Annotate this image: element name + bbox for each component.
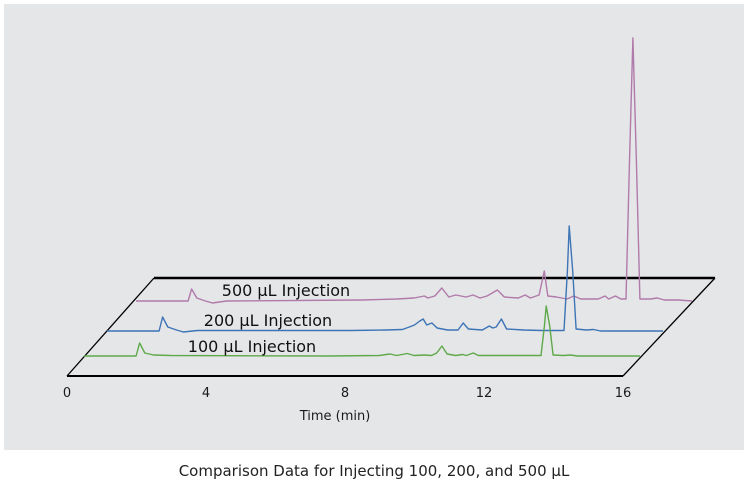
x-tick-label: 16: [615, 386, 632, 401]
trace-100ul: [84, 305, 640, 357]
traces: [84, 37, 693, 357]
series-labels: 500 µL Injection 200 µL Injection 100 µL I…: [188, 281, 350, 356]
chart-frame: [66, 276, 716, 377]
x-tick-label: 8: [341, 386, 349, 401]
series-label: 500 µL Injection: [222, 281, 350, 300]
x-axis-label: Time (min): [299, 409, 371, 424]
trace-500ul: [136, 37, 693, 304]
x-axis-ticks: 0 4 8 12 16: [63, 386, 631, 401]
x-tick-label: 4: [202, 386, 210, 401]
trace-200ul: [107, 225, 663, 333]
series-label: 100 µL Injection: [188, 337, 316, 356]
figure-caption: Comparison Data for Injecting 100, 200, …: [178, 462, 570, 480]
x-tick-label: 0: [63, 386, 71, 401]
left-depth-line: [66, 277, 155, 377]
x-tick-label: 12: [476, 386, 493, 401]
right-depth-line: [622, 277, 716, 377]
series-label: 200 µL Injection: [204, 311, 332, 330]
